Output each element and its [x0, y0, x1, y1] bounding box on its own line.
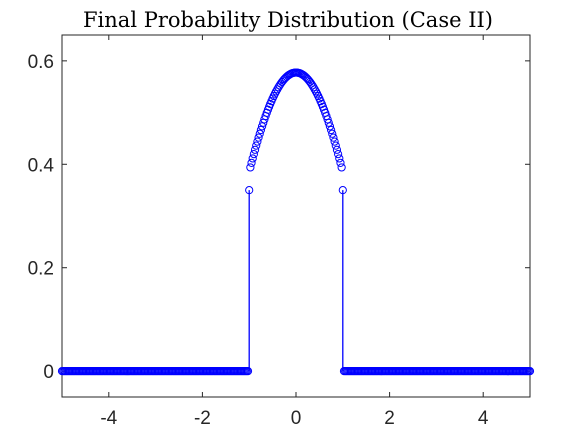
- data-point: [334, 149, 343, 159]
- data-point: [254, 133, 263, 142]
- x-tick-label: 2: [384, 408, 395, 429]
- y-tick-label: 0.4: [28, 155, 55, 176]
- data-point: [338, 186, 347, 195]
- data-point: [257, 122, 267, 131]
- data-point: [325, 122, 335, 131]
- chart-title: Final Probability Distribution (Case II): [83, 8, 493, 32]
- stems: [248, 190, 344, 372]
- data-point: [272, 87, 281, 96]
- data-point: [525, 367, 535, 376]
- axes-box: [61, 34, 531, 398]
- data-point: [246, 163, 255, 172]
- data-point: [327, 125, 336, 135]
- data-point: [328, 129, 337, 138]
- data-point: [255, 129, 264, 138]
- data-point: [243, 367, 253, 376]
- data-point: [250, 145, 260, 154]
- ticks: -4 -2 0 2 4 0 0.2 0.4 0.6: [28, 35, 530, 429]
- markers: [57, 68, 535, 376]
- y-tick-label: 0: [43, 362, 54, 383]
- data-point: [245, 186, 254, 195]
- data-point: [331, 141, 340, 150]
- data-point: [337, 163, 346, 172]
- data-point: [335, 154, 344, 163]
- data-point: [309, 83, 318, 92]
- data-point: [336, 158, 345, 167]
- y-tick-label: 0.2: [28, 259, 54, 280]
- data-point: [323, 115, 332, 124]
- data-point: [329, 133, 338, 142]
- x-tick-label: 0: [291, 408, 302, 429]
- x-tick-label: 4: [478, 408, 489, 429]
- y-tick-label: 0.6: [28, 52, 54, 73]
- data-point: [330, 137, 339, 146]
- data-point: [310, 85, 319, 94]
- data-point: [248, 154, 257, 163]
- data-point: [249, 149, 258, 159]
- data-point: [324, 118, 333, 127]
- data-point: [332, 145, 342, 154]
- x-tick-label: -4: [100, 408, 117, 429]
- x-tick-label: -2: [194, 408, 211, 429]
- data-point: [252, 141, 261, 150]
- data-point: [253, 137, 262, 146]
- data-point: [247, 158, 256, 167]
- data-point: [256, 125, 265, 135]
- plot-area: -4 -2 0 2 4 0 0.2 0.4 0.6: [28, 34, 535, 429]
